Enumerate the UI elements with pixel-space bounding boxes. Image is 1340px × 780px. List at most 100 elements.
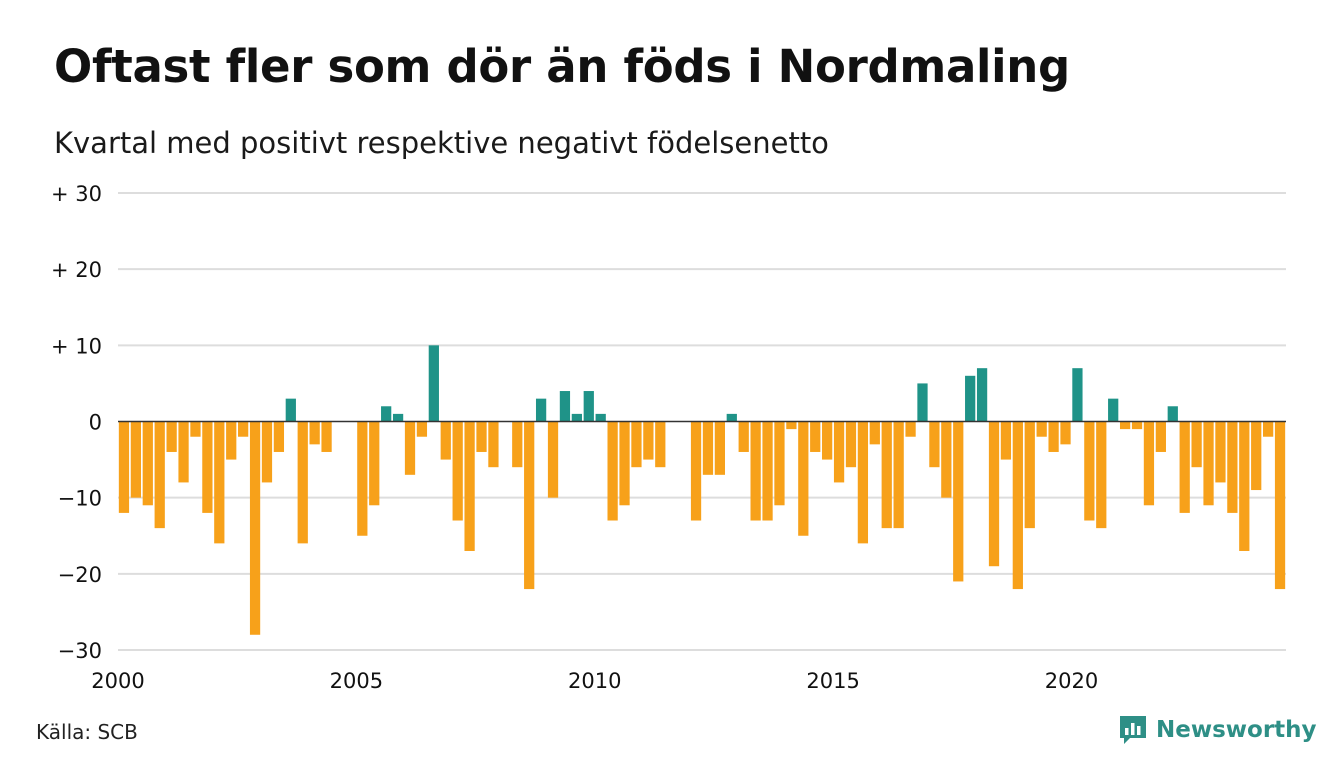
bar[interactable] — [690, 421, 702, 521]
bar[interactable] — [1096, 421, 1107, 529]
bar[interactable] — [226, 421, 237, 460]
bar[interactable] — [905, 421, 916, 437]
bar[interactable] — [1072, 368, 1083, 422]
bar[interactable] — [607, 421, 618, 521]
bar[interactable] — [857, 421, 869, 544]
bar[interactable] — [1143, 421, 1155, 506]
bar[interactable] — [381, 406, 392, 422]
bar[interactable] — [869, 421, 880, 445]
bar[interactable] — [273, 421, 285, 452]
bar[interactable] — [416, 421, 428, 437]
bar[interactable] — [464, 421, 475, 551]
bar[interactable] — [178, 421, 189, 483]
bar[interactable] — [917, 383, 928, 422]
bar[interactable] — [357, 421, 368, 536]
bar[interactable] — [1000, 421, 1012, 460]
bar[interactable] — [941, 421, 952, 498]
bar[interactable] — [1215, 421, 1226, 483]
bar[interactable] — [583, 391, 594, 422]
bar[interactable] — [1060, 421, 1071, 445]
bar[interactable] — [571, 413, 582, 422]
bar[interactable] — [1036, 421, 1047, 437]
bar[interactable] — [845, 421, 857, 468]
bar[interactable] — [1119, 421, 1131, 430]
bar[interactable] — [190, 421, 201, 437]
brand-logo[interactable]: Newsworthy — [1118, 714, 1317, 746]
bar[interactable] — [965, 375, 976, 422]
bar[interactable] — [1179, 421, 1190, 513]
bar[interactable] — [798, 421, 809, 536]
bar[interactable] — [953, 421, 964, 582]
x-tick-label: 2020 — [1045, 669, 1098, 693]
brand-name: Newsworthy — [1156, 717, 1317, 743]
bar[interactable] — [285, 398, 296, 422]
bar[interactable] — [1274, 421, 1286, 590]
bar[interactable] — [810, 421, 821, 452]
bar[interactable] — [1108, 398, 1119, 422]
bar[interactable] — [1227, 421, 1238, 513]
bar[interactable] — [142, 421, 153, 506]
chart-subtitle: Kvartal med positivt respektive negativt… — [54, 126, 829, 160]
bar[interactable] — [1131, 421, 1143, 430]
bar[interactable] — [762, 421, 773, 521]
bar[interactable] — [976, 368, 988, 422]
bar[interactable] — [1191, 421, 1202, 468]
x-tick-label: 2000 — [91, 669, 144, 693]
bar[interactable] — [392, 413, 404, 422]
bar[interactable] — [452, 421, 463, 521]
bar[interactable] — [1012, 421, 1023, 590]
bar[interactable] — [631, 421, 642, 468]
bar[interactable] — [774, 421, 785, 506]
x-tick-label: 2010 — [568, 669, 621, 693]
bar[interactable] — [547, 421, 559, 498]
bar[interactable] — [524, 421, 535, 590]
bar[interactable] — [130, 421, 141, 498]
bar[interactable] — [118, 421, 130, 513]
bar[interactable] — [655, 421, 666, 468]
bar[interactable] — [238, 421, 249, 437]
bar[interactable] — [929, 421, 940, 468]
bar[interactable] — [702, 421, 714, 475]
bar[interactable] — [166, 421, 177, 452]
bar[interactable] — [249, 421, 261, 635]
bar[interactable] — [321, 421, 332, 452]
bar[interactable] — [822, 421, 833, 460]
bar[interactable] — [643, 421, 654, 460]
newsworthy-chart-icon — [1120, 716, 1146, 744]
bar[interactable] — [428, 345, 439, 422]
bar[interactable] — [512, 421, 523, 468]
bar[interactable] — [786, 421, 797, 430]
bar[interactable] — [261, 421, 273, 483]
bar[interactable] — [202, 421, 213, 513]
bar[interactable] — [369, 421, 380, 506]
bar[interactable] — [309, 421, 320, 445]
bar[interactable] — [1251, 421, 1262, 491]
bar[interactable] — [726, 413, 737, 422]
bar[interactable] — [1239, 421, 1250, 551]
bar[interactable] — [440, 421, 451, 460]
bar[interactable] — [214, 421, 225, 544]
bar[interactable] — [881, 421, 892, 529]
bar[interactable] — [595, 413, 606, 422]
bar[interactable] — [1155, 421, 1166, 452]
bar[interactable] — [154, 421, 165, 529]
bar[interactable] — [833, 421, 845, 483]
bar[interactable] — [404, 421, 416, 475]
bar[interactable] — [488, 421, 499, 468]
bar[interactable] — [738, 421, 749, 452]
bar[interactable] — [714, 421, 725, 475]
bar[interactable] — [893, 421, 904, 529]
bar[interactable] — [988, 421, 1000, 567]
bar[interactable] — [297, 421, 308, 544]
bar[interactable] — [476, 421, 487, 452]
bar[interactable] — [1263, 421, 1274, 437]
bar[interactable] — [559, 391, 571, 422]
bar[interactable] — [1203, 421, 1214, 506]
bar[interactable] — [619, 421, 630, 506]
bar[interactable] — [1048, 421, 1059, 452]
bar[interactable] — [535, 398, 547, 422]
bar[interactable] — [750, 421, 761, 521]
bar[interactable] — [1167, 406, 1178, 422]
bar[interactable] — [1024, 421, 1035, 529]
bar[interactable] — [1084, 421, 1095, 521]
